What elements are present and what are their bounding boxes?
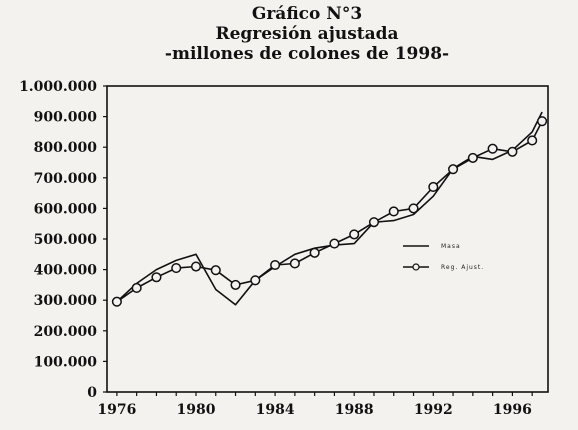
y-tick-label: 100.000	[34, 354, 98, 370]
data-point-marker	[428, 181, 439, 193]
data-point-marker	[131, 282, 142, 294]
data-point-marker	[270, 259, 281, 271]
data-point-marker	[487, 143, 498, 154]
series-line-reg-ajust	[116, 120, 543, 303]
y-tick-label: 500.000	[34, 232, 98, 248]
chart-subtitle: Regresión ajustada	[215, 24, 399, 44]
x-tick-label: 1980	[177, 402, 216, 418]
y-tick-label: 1.000.000	[19, 79, 97, 95]
y-tick-label: 0	[87, 385, 97, 401]
y-tick-label: 700.000	[34, 171, 98, 187]
data-point-marker	[151, 272, 162, 283]
data-point-marker	[537, 116, 548, 127]
data-point-marker	[388, 206, 399, 217]
legend-marker-reg-ajust	[412, 263, 420, 271]
data-point-marker	[190, 261, 202, 272]
x-tick-label: 1984	[256, 402, 295, 418]
y-tick-label: 300.000	[34, 293, 98, 309]
data-point-marker	[210, 265, 221, 276]
x-tick-label: 1996	[493, 402, 532, 418]
data-point-marker	[111, 296, 122, 307]
data-point-marker	[408, 203, 419, 214]
data-point-marker	[289, 258, 300, 269]
y-tick-label: 800.000	[34, 140, 98, 156]
data-point-marker	[467, 152, 478, 163]
data-point-marker	[527, 135, 538, 146]
y-tick-label: 200.000	[34, 324, 98, 340]
y-tick-label: 600.000	[34, 201, 98, 217]
y-tick-label: 900.000	[34, 110, 98, 126]
data-point-marker	[368, 217, 380, 228]
data-point-marker	[309, 247, 320, 258]
y-tick-label: 400.000	[34, 263, 98, 279]
x-tick-label: 1976	[97, 402, 136, 418]
x-tick-label: 1988	[335, 402, 374, 418]
plot-frame	[106, 85, 549, 393]
legend-label-masa: Masa	[441, 243, 461, 250]
series-line-masa	[116, 111, 543, 306]
data-point-marker	[448, 164, 459, 175]
data-point-marker	[171, 263, 182, 274]
data-point-marker	[349, 229, 360, 240]
data-point-marker	[507, 146, 518, 157]
x-tick-label: 1992	[414, 402, 453, 418]
chart-title: Gráfico N°3	[251, 4, 363, 24]
chart-titles: Gráfico N°3 Regresión ajustada -millones…	[0, 4, 578, 64]
data-point-marker	[250, 275, 261, 286]
chart-subtitle-units: -millones de colones de 1998-	[164, 44, 450, 64]
data-point-marker	[230, 279, 241, 290]
data-point-marker	[329, 238, 340, 249]
legend-label-reg-ajust: Reg. Ajust.	[441, 264, 484, 271]
